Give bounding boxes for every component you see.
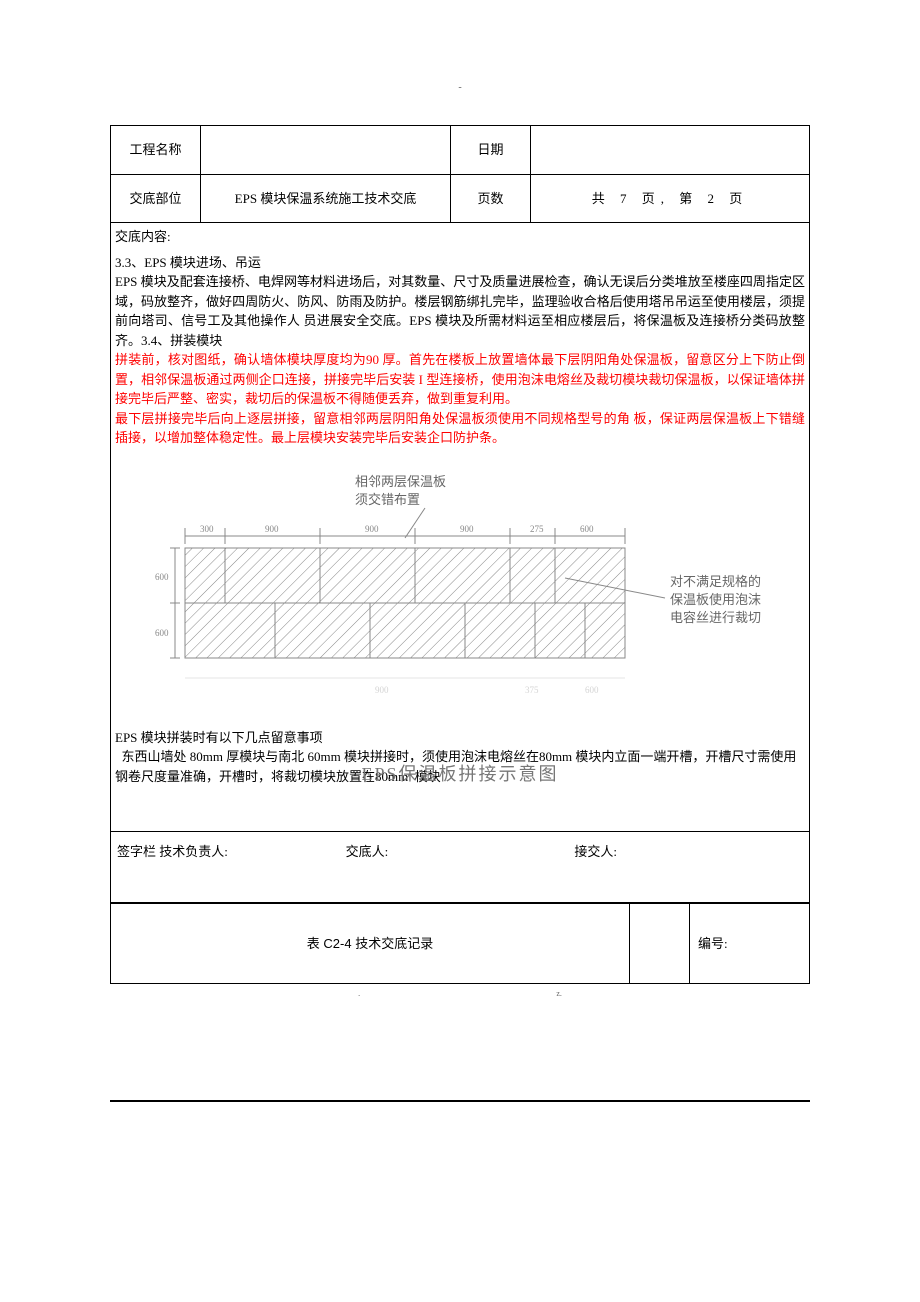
- footer-table: 表 C2-4 技术交底记录 编号:: [110, 903, 810, 985]
- notes-title: EPS 模块拼装时有以下几点留意事项: [115, 728, 805, 748]
- dim-900a: 900: [265, 524, 279, 534]
- top-dim-line: 300 900 900 900 275 600: [185, 524, 625, 544]
- value-project-name: [201, 126, 451, 175]
- sign-discloser: 交底人:: [346, 842, 575, 862]
- red-paragraph-1: 拼装前，核对图纸，确认墙体模块厚度均为90 厚。首先在楼板上放置墙体最下层阴阳角…: [115, 350, 805, 409]
- diagram-top-label-2: 须交错布置: [355, 492, 420, 507]
- footer-num-label: 编号:: [690, 903, 810, 984]
- eps-diagram: 相邻两层保温板 须交错布置 300 900 900 900 275 600: [125, 468, 795, 728]
- lower-dims: 900 375 600: [185, 678, 625, 695]
- section-3-3-body: EPS 模块及配套连接桥、电焊网等材料进场后，对其数量、尺寸及质量进展检查，确认…: [115, 272, 805, 350]
- red-paragraph-2: 最下层拼接完毕后向上逐层拼接，留意相邻两层阴阳角处保温板须使用不同规格型号的角 …: [115, 409, 805, 448]
- label-project-name: 工程名称: [111, 126, 201, 175]
- diagram-top-label-1: 相邻两层保温板: [355, 474, 446, 489]
- sign-receiver: 接交人:: [574, 842, 803, 862]
- value-pages: 共 7 页, 第 2 页: [531, 174, 810, 223]
- label-disclosure-part: 交底部位: [111, 174, 201, 223]
- content-body: 3.3、EPS 模块进场、吊运 EPS 模块及配套连接桥、电焊网等材料进场后，对…: [115, 253, 805, 448]
- bottom-bar: [110, 1100, 810, 1120]
- sign-tech-lead: 签字栏 技术负责人:: [117, 842, 346, 862]
- dim-900b: 900: [365, 524, 379, 534]
- signature-row: 签字栏 技术负责人: 交底人: 接交人:: [110, 832, 810, 903]
- dim-left-600b: 600: [155, 628, 169, 638]
- value-date: [531, 126, 810, 175]
- right-note-1: 对不满足规格的: [670, 574, 761, 589]
- header-row-2: 交底部位 EPS 模块保温系统施工技术交底 页数 共 7 页, 第 2 页: [111, 174, 810, 223]
- dim-600: 600: [580, 524, 594, 534]
- diagram-caption: EPS保温板拼接示意图: [115, 761, 805, 788]
- right-note-2: 保温板使用泡沫: [670, 592, 761, 607]
- header-row-1: 工程名称 日期: [111, 126, 810, 175]
- footer-dot-1: .: [358, 988, 360, 1000]
- small-dim-600: 600: [585, 685, 599, 695]
- dim-left-600a: 600: [155, 572, 169, 582]
- dim-300: 300: [200, 524, 214, 534]
- small-dim-375: 375: [525, 685, 539, 695]
- sign-prefix: 签字栏: [117, 844, 156, 859]
- right-note-3: 电容丝进行裁切: [670, 610, 761, 625]
- sign-label-1: 技术负责人:: [159, 844, 228, 859]
- header-table: 工程名称 日期 交底部位 EPS 模块保温系统施工技术交底 页数 共 7 页, …: [110, 125, 810, 223]
- section-3-3-head: 3.3、EPS 模块进场、吊运: [115, 253, 805, 273]
- content-section: 交底内容: 3.3、EPS 模块进场、吊运 EPS 模块及配套连接桥、电焊网等材…: [110, 223, 810, 832]
- hatched-rows: [185, 548, 625, 658]
- footer-dots: . z.: [110, 988, 810, 1000]
- label-date: 日期: [451, 126, 531, 175]
- left-dims: 600 600: [155, 548, 180, 658]
- dim-900c: 900: [460, 524, 474, 534]
- footer-spacer: [630, 903, 690, 984]
- footer-title: 表 C2-4 技术交底记录: [111, 903, 630, 984]
- content-title: 交底内容:: [115, 227, 805, 247]
- value-disclosure-part: EPS 模块保温系统施工技术交底: [201, 174, 451, 223]
- diagram-wrap: 相邻两层保温板 须交错布置 300 900 900 900 275 600: [115, 448, 805, 824]
- label-pages: 页数: [451, 174, 531, 223]
- page-dash: -: [110, 80, 810, 95]
- footer-dot-2: z.: [556, 988, 562, 1000]
- small-dim-900: 900: [375, 685, 389, 695]
- dim-275: 275: [530, 524, 544, 534]
